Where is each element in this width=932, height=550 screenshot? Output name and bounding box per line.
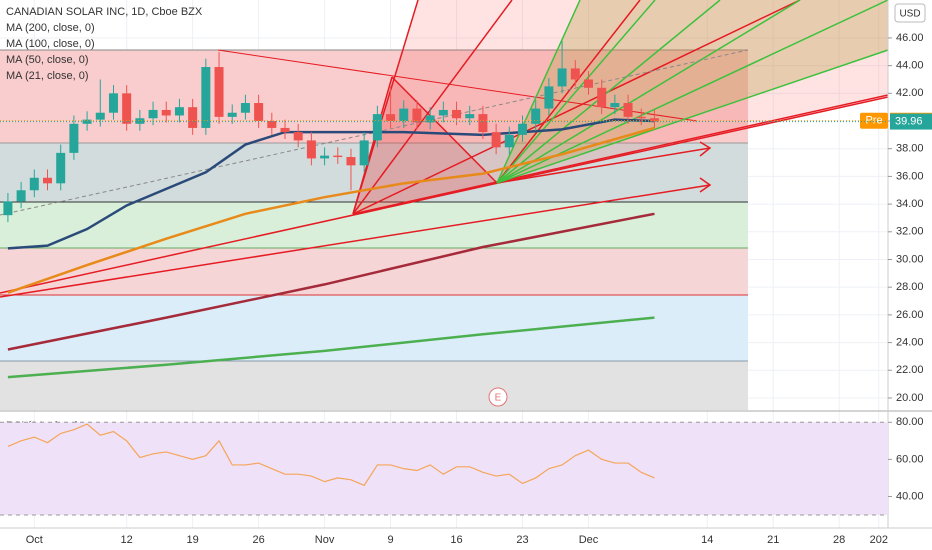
x-tick-label: Nov [315,534,335,546]
y-tick-label: 34.00 [896,198,924,210]
candle-body [649,118,659,122]
y-tick-label: 44.00 [896,60,924,72]
candle-body [161,109,171,116]
candle-body [56,152,66,184]
candle-body [3,201,13,216]
x-tick-label: 21 [767,534,779,546]
x-tick-label: 28 [833,534,845,546]
candle-body [148,109,158,119]
moving-average [7,212,655,351]
x-tick-label: 19 [187,534,199,546]
legend-entry: MA (200, close, 0) [6,22,95,34]
currency-label[interactable]: USD [899,9,920,20]
candle-body [122,93,132,124]
candle-body [69,123,79,153]
candle-body [531,108,541,124]
candle-body [412,108,422,123]
candle-body [201,67,211,128]
candle-body [452,109,462,119]
x-tick-label: 23 [516,534,528,546]
y-tick-label: 26.00 [896,309,924,321]
gann-fans [0,0,889,298]
y-tick-label: 40.00 [896,490,924,502]
moving-average [7,126,655,294]
candle-body [478,114,488,133]
candle-body [544,86,554,109]
candle-body [438,109,448,116]
y-tick-label: 60.00 [896,453,924,465]
candle-body [518,123,528,135]
x-tick-label: 26 [252,534,264,546]
y-tick-label: 20.00 [896,392,924,404]
candle-body [16,190,26,202]
rsi-line [7,423,655,487]
candle-body [386,114,396,122]
y-tick-label: 38.00 [896,143,924,155]
y-tick-label: 30.00 [896,253,924,265]
event-label[interactable]: E [495,393,502,404]
moving-average [7,118,655,250]
event-marker[interactable] [488,387,508,407]
candle-body [320,155,330,159]
candle-body [623,103,633,117]
currency-button[interactable] [894,3,926,23]
candle-body [254,103,264,122]
candle-body [597,87,607,108]
x-tick-label: 16 [450,534,462,546]
rsi-band [0,422,888,516]
candle-body [280,127,290,133]
candle-body [425,115,435,123]
candle-body [240,103,250,113]
y-tick-label: 24.00 [896,336,924,348]
x-tick-label: Oct [26,534,43,546]
candle-body [214,67,224,117]
candle-body [306,140,316,159]
legend-entry: MA (100, close, 0) [6,38,95,50]
x-tick-label: 202 [870,534,888,546]
moving-average [7,316,655,379]
price-tag-prefix-label: Pre [865,115,882,127]
candle-body [399,108,409,122]
candle-body [95,112,105,120]
price-tag-label: 39.96 [895,115,923,127]
x-tick-label: 9 [387,534,393,546]
candle-body [610,103,620,108]
candle-body [293,132,303,141]
y-tick-label: 80.00 [896,416,924,428]
price-tag [890,113,932,130]
candle-body [108,93,118,113]
legend-entry: MA (21, close, 0) [6,70,89,82]
candle-body [359,140,369,166]
x-tick-label: 14 [701,534,713,546]
candle-body [333,155,343,158]
candle-body [346,157,356,166]
y-tick-label: 32.00 [896,226,924,238]
candle-body [636,116,646,119]
candle-body [491,132,501,148]
candle-body [465,114,475,119]
candle-body [29,177,39,191]
x-tick-label: 12 [121,534,133,546]
y-tick-label: 36.00 [896,170,924,182]
candle-body [135,118,145,124]
y-tick-label: 22.00 [896,364,924,376]
y-tick-label: 46.00 [896,32,924,44]
candle-body [174,107,184,116]
candle-body [557,68,567,87]
candle-body [43,177,53,184]
price-tag-prefix [860,112,888,129]
candle-body [570,68,580,80]
candle-body [227,112,237,117]
candle-body [504,134,514,148]
candle-body [188,107,198,128]
y-tick-label: 42.00 [896,87,924,99]
y-tick-label: 28.00 [896,281,924,293]
candle-body [267,121,277,128]
candle-body [372,114,382,141]
x-tick-label: Dec [579,534,599,546]
candle-body [583,79,593,88]
legend-entry: MA (50, close, 0) [6,54,89,66]
chart-title: CANADIAN SOLAR INC, 1D, Cboe BZX [6,6,203,18]
